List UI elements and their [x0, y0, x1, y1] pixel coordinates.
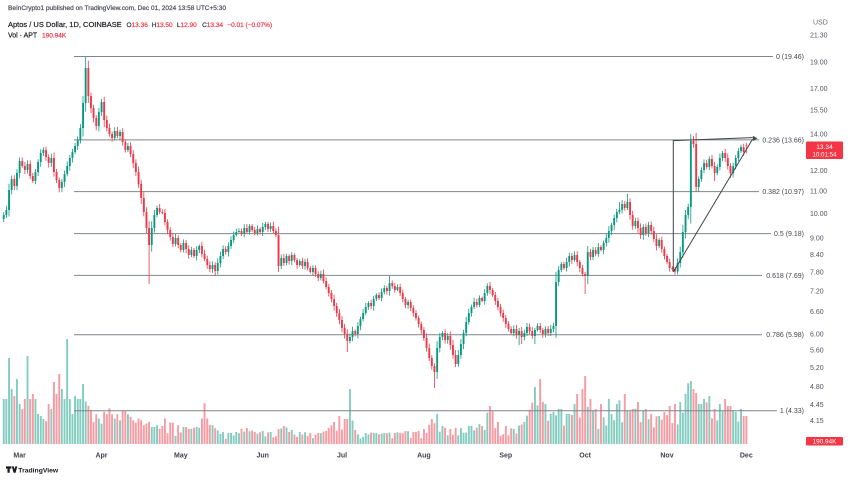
- svg-text:4.80: 4.80: [810, 384, 824, 391]
- svg-text:19.00: 19.00: [810, 60, 828, 67]
- svg-text:17.00: 17.00: [810, 86, 828, 93]
- svg-text:15.50: 15.50: [810, 108, 828, 115]
- svg-text:0.382 (10.97): 0.382 (10.97): [762, 189, 804, 196]
- svg-text:May: May: [174, 453, 188, 460]
- svg-text:0.5 (9.18): 0.5 (9.18): [774, 231, 804, 238]
- svg-text:BeInCrypto1 published on Tradi: BeInCrypto1 published on TradingView.com…: [8, 5, 226, 12]
- svg-text:Dec: Dec: [740, 453, 753, 460]
- svg-text:10.00: 10.00: [810, 211, 828, 218]
- svg-text:190.94K: 190.94K: [42, 32, 67, 39]
- svg-text:Jul: Jul: [337, 453, 347, 460]
- svg-text:Sep: Sep: [499, 453, 512, 460]
- svg-text:Mar: Mar: [13, 453, 26, 460]
- svg-text:TradingView: TradingView: [18, 468, 59, 475]
- svg-text:10:01:54: 10:01:54: [812, 152, 837, 159]
- svg-text:13.34: 13.34: [816, 144, 833, 151]
- svg-text:14.00: 14.00: [810, 132, 828, 139]
- svg-text:USD: USD: [813, 20, 828, 27]
- svg-text:6.00: 6.00: [810, 331, 824, 338]
- svg-text:Vol · APT: Vol · APT: [8, 32, 38, 39]
- svg-text:Apr: Apr: [95, 453, 107, 460]
- svg-text:0.618 (7.69): 0.618 (7.69): [766, 273, 804, 280]
- svg-text:Aug: Aug: [417, 453, 431, 460]
- svg-text:7.80: 7.80: [810, 270, 824, 277]
- svg-text:5.20: 5.20: [810, 365, 824, 372]
- svg-text:Oct: Oct: [579, 453, 591, 460]
- svg-text:9.00: 9.00: [810, 236, 824, 243]
- svg-text:5.60: 5.60: [810, 348, 824, 355]
- svg-text:1 (4.33): 1 (4.33): [780, 408, 804, 415]
- svg-text:Aptos / US Dollar, 1D, COINBAS: Aptos / US Dollar, 1D, COINBASE: [8, 20, 122, 29]
- svg-text:12.00: 12.00: [810, 168, 828, 175]
- svg-text:21.30: 21.30: [810, 33, 828, 40]
- svg-text:0 (19.46): 0 (19.46): [776, 54, 804, 61]
- svg-text:190.94K: 190.94K: [813, 439, 838, 446]
- svg-text:Jun: Jun: [256, 453, 268, 460]
- svg-text:4.15: 4.15: [810, 418, 824, 425]
- svg-text:0.786 (5.98): 0.786 (5.98): [766, 332, 804, 339]
- svg-text:0.236 (13.66): 0.236 (13.66): [762, 137, 804, 144]
- svg-text:6.60: 6.60: [810, 309, 824, 316]
- svg-text:11.00: 11.00: [810, 188, 827, 195]
- svg-text:Nov: Nov: [660, 453, 673, 460]
- svg-text:4.45: 4.45: [810, 402, 824, 409]
- svg-text:7.20: 7.20: [810, 288, 824, 295]
- svg-text:8.40: 8.40: [810, 252, 824, 259]
